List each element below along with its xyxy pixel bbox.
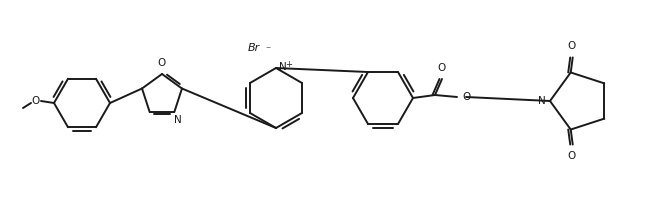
Text: O: O — [568, 151, 576, 160]
Text: ⁻: ⁻ — [265, 45, 270, 55]
Text: Br: Br — [248, 43, 260, 53]
Text: N: N — [538, 96, 546, 106]
Text: N: N — [279, 62, 287, 72]
Text: O: O — [462, 92, 470, 102]
Text: O: O — [568, 41, 576, 52]
Text: N: N — [175, 115, 182, 125]
Text: O: O — [438, 63, 446, 73]
Text: O: O — [32, 96, 40, 106]
Text: O: O — [158, 58, 166, 68]
Text: +: + — [285, 60, 292, 69]
